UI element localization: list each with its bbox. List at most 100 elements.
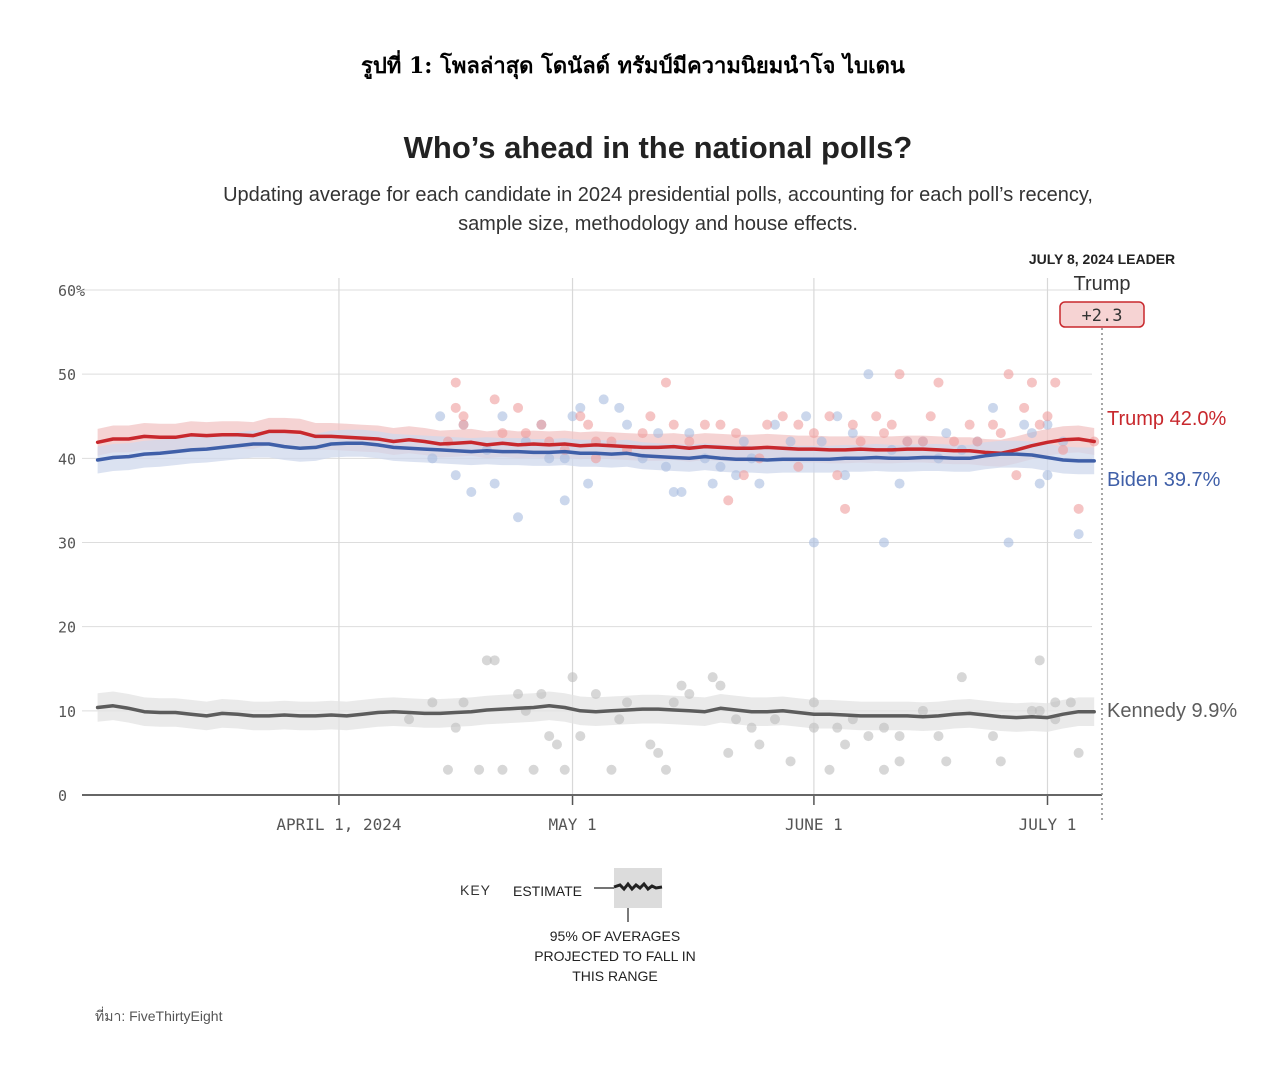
- kennedy-poll-dot: [497, 764, 508, 775]
- biden-poll-dot: [435, 411, 446, 422]
- x-tick-label: JUNE 1: [785, 815, 843, 834]
- kennedy-poll-dot: [933, 731, 944, 742]
- kennedy-poll-dot: [536, 689, 547, 699]
- trump-poll-dot: [458, 419, 469, 430]
- biden-poll-dot: [1042, 470, 1053, 481]
- trump-poll-dot: [987, 419, 998, 430]
- kennedy-end-label: Kennedy 9.9%: [1107, 700, 1237, 722]
- kennedy-poll-dot: [878, 722, 889, 733]
- biden-poll-dot: [466, 487, 477, 497]
- trump-average-line: [95, 429, 1096, 456]
- leader-callout: JULY 8, 2024 LEADER Trump +2.3: [1029, 251, 1175, 328]
- figure-caption: รูปที่ 1: โพลล่าสุด โดนัลด์ ทรัมป์มีความ…: [361, 53, 905, 79]
- axes: 0 10 20 30 40 50 60% APRIL 1, 2024 MAY 1 JUNE 1 JU…: [58, 282, 1103, 834]
- biden-poll-dot: [676, 487, 687, 497]
- kennedy-poll-dot: [1065, 697, 1076, 708]
- chart-subtitle: Updating average for each candidate in 2…: [150, 181, 1166, 239]
- biden-poll-dot: [1034, 478, 1045, 489]
- biden-poll-dot: [715, 461, 726, 472]
- trump-poll-dot: [637, 428, 648, 439]
- kennedy-poll-dot: [707, 672, 718, 683]
- trump-poll-dot: [699, 419, 710, 430]
- y-tick-label: 40: [58, 450, 76, 468]
- y-tick-label: 60%: [58, 282, 85, 300]
- series-end-labels: Trump 42.0% Biden 39.7% Kennedy 9.9%: [1107, 408, 1237, 722]
- kennedy-poll-dot: [785, 756, 796, 767]
- biden-poll-dot: [816, 436, 827, 447]
- kennedy-poll-dot: [824, 764, 835, 775]
- kennedy-poll-dot: [559, 764, 570, 775]
- kennedy-poll-dot: [575, 731, 586, 742]
- trump-end-label: Trump 42.0%: [1107, 408, 1227, 430]
- trump-poll-dot: [917, 436, 928, 447]
- x-tick-label: APRIL 1, 2024: [276, 815, 401, 834]
- biden-poll-dot: [785, 436, 796, 447]
- biden-poll-dot: [941, 428, 952, 439]
- trump-poll-dot: [668, 419, 679, 430]
- trump-poll-dot: [513, 402, 524, 413]
- kennedy-poll-dot: [941, 756, 952, 767]
- trump-poll-dot: [1019, 402, 1030, 413]
- trump-poll-dot: [497, 428, 508, 439]
- biden-poll-dot: [808, 537, 819, 548]
- biden-poll-dot: [894, 478, 905, 489]
- biden-poll-dot: [450, 470, 461, 481]
- biden-poll-dot: [1019, 419, 1030, 430]
- trump-poll-dot: [925, 411, 936, 422]
- biden-poll-dot: [847, 428, 858, 439]
- trump-poll-dot: [660, 377, 671, 388]
- confidence-bands: [97, 417, 1095, 732]
- trump-poll-dot: [536, 419, 547, 430]
- kennedy-poll-dot: [715, 680, 726, 691]
- trump-poll-dot: [1058, 444, 1069, 455]
- key-range-label-2: PROJECTED TO FALL IN: [534, 948, 696, 964]
- biden-poll-dot: [544, 453, 555, 464]
- key-estimate-line: [613, 881, 663, 892]
- trump-poll-dot: [762, 419, 773, 430]
- biden-poll-dot: [987, 402, 998, 413]
- kennedy-poll-dot: [746, 722, 757, 733]
- trump-poll-dot: [995, 428, 1006, 439]
- kennedy-average-line: [95, 704, 1096, 720]
- kennedy-poll-dot: [987, 731, 998, 742]
- kennedy-poll-dot: [474, 764, 485, 775]
- trump-poll-dot: [777, 411, 788, 422]
- x-tick-label: JULY 1: [1019, 815, 1077, 834]
- kennedy-poll-dot: [1026, 705, 1037, 716]
- trump-poll-dot: [902, 436, 913, 447]
- key-range-label-1: 95% OF AVERAGES: [550, 928, 680, 944]
- key-label: KEY: [460, 882, 491, 898]
- kennedy-poll-dot: [808, 722, 819, 733]
- biden-poll-dot: [801, 411, 812, 422]
- biden-poll-dot: [567, 411, 578, 422]
- biden-poll-dot: [1073, 529, 1084, 540]
- biden-average-line: [95, 441, 1096, 463]
- trump-poll-dot: [832, 470, 843, 481]
- kennedy-poll-dot: [863, 731, 874, 742]
- biden-poll-dot: [731, 470, 742, 481]
- trump-poll-dot: [520, 428, 531, 439]
- biden-poll-dot: [622, 419, 633, 430]
- kennedy-poll-dot: [840, 739, 851, 750]
- chart-title: Who’s ahead in the national polls?: [403, 130, 913, 165]
- trump-poll-dot: [450, 402, 461, 413]
- biden-poll-dot: [575, 402, 586, 413]
- trump-poll-dot: [738, 470, 749, 481]
- trump-poll-dot: [949, 436, 960, 447]
- trump-poll-dot: [489, 394, 500, 405]
- trump-poll-dot: [894, 369, 905, 380]
- kennedy-poll-dot: [1050, 697, 1061, 708]
- leader-name: Trump: [1073, 273, 1130, 295]
- trump-poll-dot: [684, 436, 695, 447]
- kennedy-poll-dot: [1073, 747, 1084, 758]
- y-tick-label: 20: [58, 619, 76, 637]
- trump-poll-dot: [793, 419, 804, 430]
- biden-poll-dot: [707, 478, 718, 489]
- y-tick-label: 10: [58, 703, 76, 721]
- kennedy-poll-dot: [481, 655, 492, 666]
- trump-poll-dot: [1034, 419, 1045, 430]
- average-lines: [95, 429, 1096, 720]
- chart-subtitle-line-1: Updating average for each candidate in 2…: [223, 184, 1093, 206]
- kennedy-poll-dot: [723, 747, 734, 758]
